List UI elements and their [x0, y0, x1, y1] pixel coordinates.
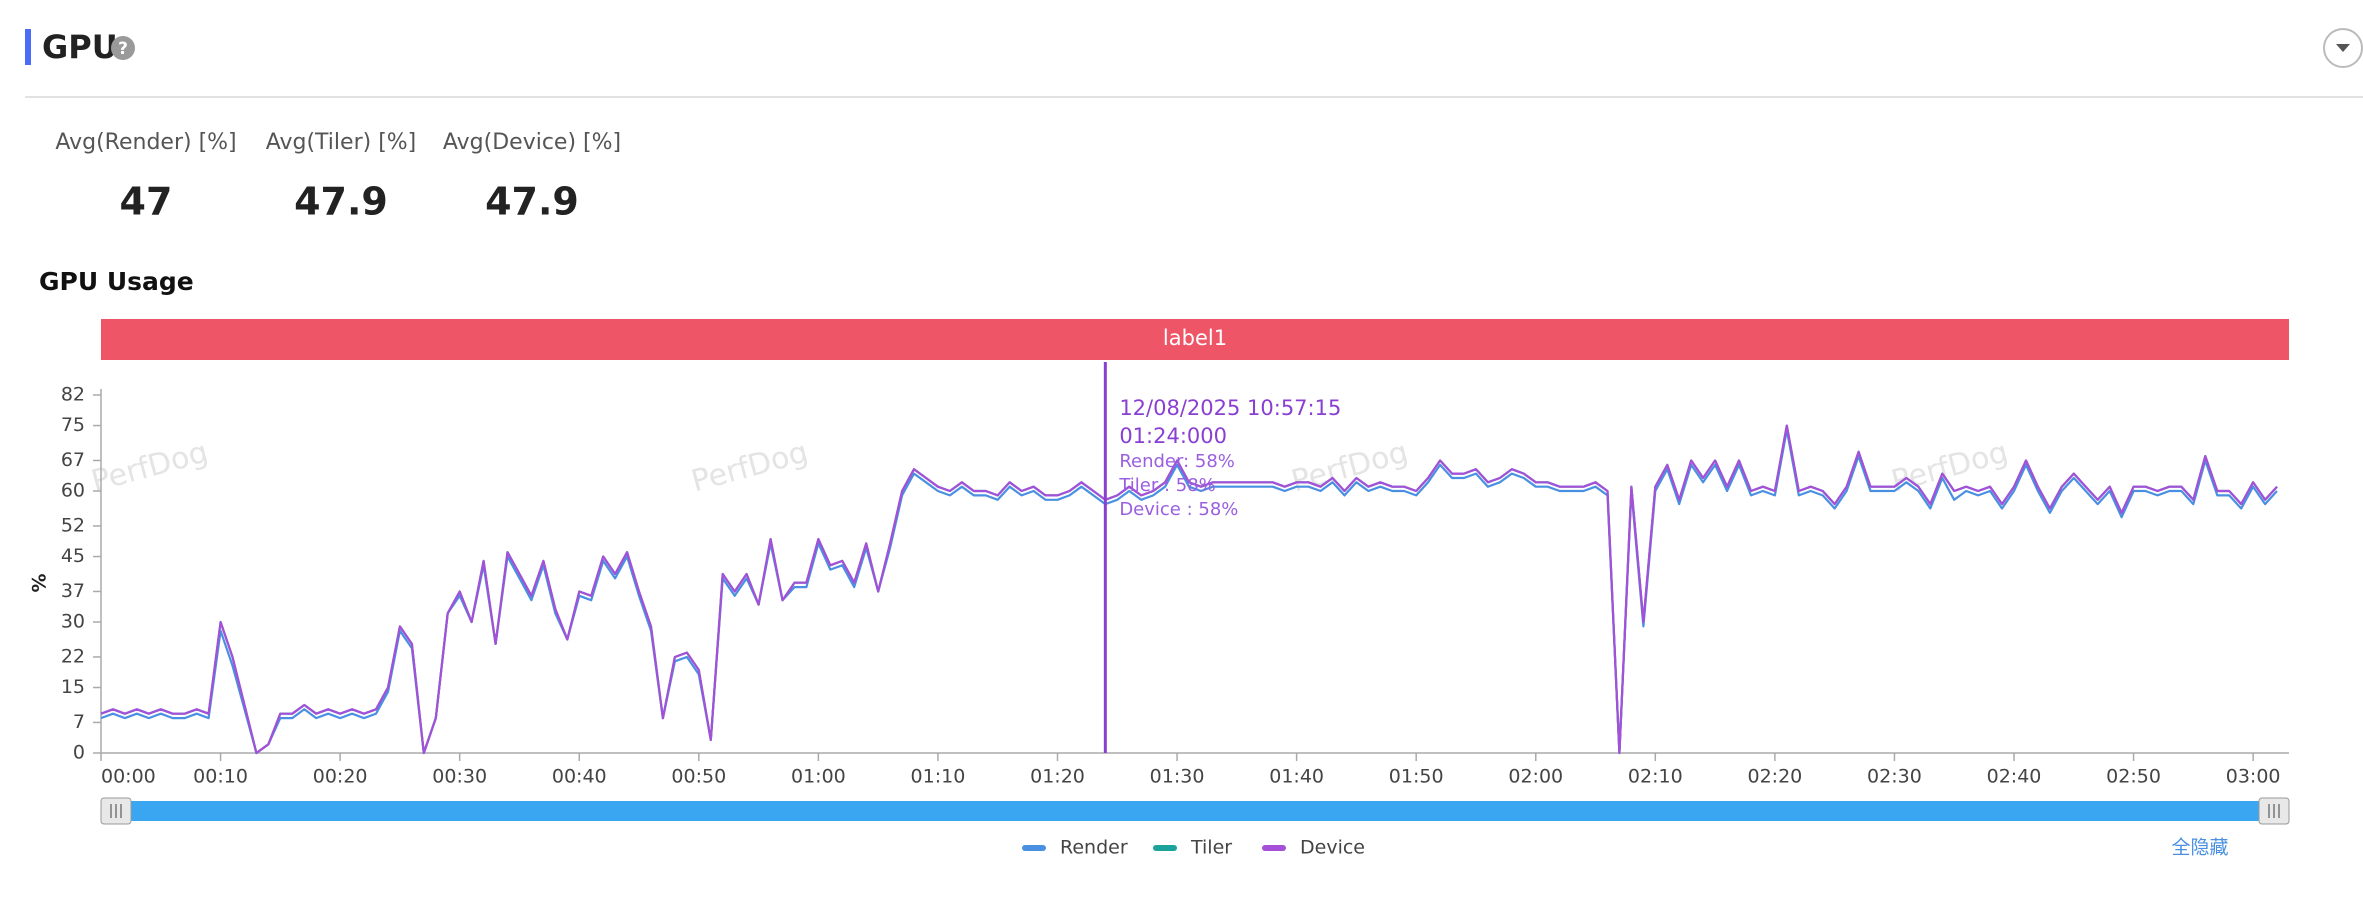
legend-label: Render [1060, 837, 1128, 859]
y-tick-label: 22 [61, 645, 85, 667]
x-tick-label: 00:20 [313, 766, 368, 788]
y-tick-label: 7 [73, 711, 85, 733]
stat-value: 47.9 [294, 180, 388, 224]
collapse-arrow [2336, 44, 2350, 52]
x-tick-label: 02:00 [1508, 766, 1563, 788]
x-tick-label: 01:40 [1269, 766, 1324, 788]
y-tick-label: 82 [61, 384, 85, 406]
y-axis-label: % [29, 573, 51, 592]
x-tick-label: 01:50 [1389, 766, 1444, 788]
x-tick-label: 00:50 [671, 766, 726, 788]
legend-swatch [1262, 845, 1286, 851]
y-tick-label: 30 [61, 611, 85, 633]
label-band [101, 319, 2289, 360]
title-accent [25, 29, 31, 65]
hide-all-button[interactable]: 全隐藏 [2171, 837, 2228, 859]
x-tick-label: 01:00 [791, 766, 846, 788]
stat-label: Avg(Tiler) [%] [266, 130, 417, 155]
series-line [100, 424, 2278, 755]
slider-grips [110, 804, 2280, 818]
watermark: PerfDog [688, 435, 812, 500]
stats: Avg(Render) [%] 47 Avg(Tiler) [%] 47.9 Avg(D… [55, 130, 621, 224]
tooltip-line: Render: 58% [1119, 451, 1235, 472]
stat-label: Avg(Device) [%] [443, 130, 621, 155]
help-icon[interactable] [111, 36, 135, 60]
x-tick-label: 01:10 [911, 766, 966, 788]
tooltip-line: Device : 58% [1119, 499, 1238, 520]
x-tick-label: 00:30 [432, 766, 487, 788]
band-label: label1 [1163, 326, 1227, 350]
y-tick-label: 67 [61, 449, 85, 471]
y-tick-label: 52 [61, 514, 85, 536]
x-tick-label: 02:40 [1987, 766, 2042, 788]
watermark: PerfDog [88, 435, 212, 500]
stat-value: 47.9 [485, 180, 579, 224]
y-tick-label: 37 [61, 580, 85, 602]
x-tick-label: 03:00 [2226, 766, 2281, 788]
x-tick-label: 00:10 [193, 766, 248, 788]
x-tick-label: 01:20 [1030, 766, 1085, 788]
x-tick-label: 02:30 [1867, 766, 1922, 788]
stat-value: 47 [120, 180, 173, 224]
help-glyph: ? [118, 39, 128, 59]
x-tick-label: 02:20 [1747, 766, 1802, 788]
y-tick-label: 15 [61, 676, 85, 698]
y-tick-label: 60 [61, 480, 85, 502]
legend-label: Tiler [1190, 837, 1232, 859]
y-tick-label: 45 [61, 545, 85, 567]
chart-title: GPU Usage [39, 267, 194, 296]
y-tick-label: 75 [61, 414, 85, 436]
tooltip-date: 12/08/2025 10:57:15 [1119, 396, 1341, 420]
tooltip-line: Tiler : 58% [1118, 475, 1215, 496]
x-tick-label: 00:00 [101, 766, 156, 788]
legend-swatch [1022, 845, 1046, 851]
stat-label: Avg(Render) [%] [55, 130, 236, 155]
legend-label: Device [1300, 837, 1365, 859]
x-tick-label: 01:30 [1150, 766, 1205, 788]
x-tick-label: 02:10 [1628, 766, 1683, 788]
panel-title: GPU [42, 28, 118, 66]
tooltip-time: 01:24:000 [1119, 424, 1227, 448]
legend-swatch [1153, 845, 1177, 851]
zoom-slider[interactable] [101, 801, 2289, 821]
x-tick-label: 00:40 [552, 766, 607, 788]
y-tick-label: 0 [73, 742, 85, 764]
x-tick-label: 02:50 [2106, 766, 2161, 788]
